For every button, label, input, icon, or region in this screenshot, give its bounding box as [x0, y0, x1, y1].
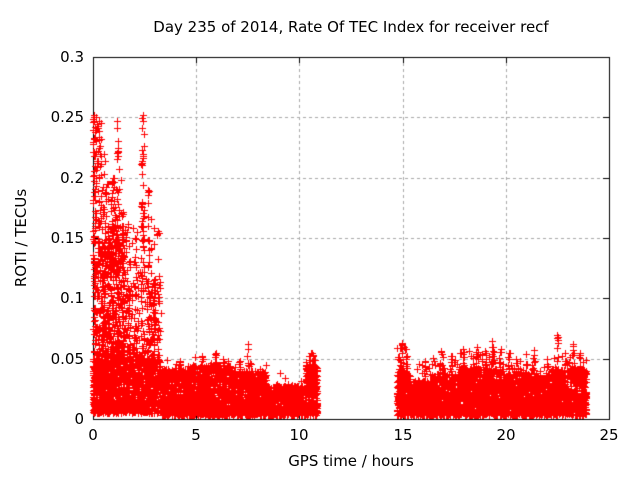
x-axis-label: GPS time / hours — [288, 452, 414, 470]
y-tick-label: 0 — [74, 410, 84, 428]
x-tick-label: 20 — [496, 426, 516, 444]
y-tick-label: 0.15 — [50, 229, 84, 247]
x-tick-label: 25 — [599, 426, 619, 444]
y-tick-label: 0.1 — [60, 289, 84, 307]
y-tick-label: 0.25 — [50, 108, 84, 126]
y-tick-label: 0.2 — [60, 169, 84, 187]
x-tick-label: 5 — [191, 426, 201, 444]
y-tick-label: 0.05 — [50, 350, 84, 368]
x-tick-label: 15 — [393, 426, 413, 444]
chart-title: Day 235 of 2014, Rate Of TEC Index for r… — [153, 18, 549, 36]
x-tick-label: 10 — [289, 426, 309, 444]
y-tick-label: 0.3 — [60, 48, 84, 66]
x-tick-label: 0 — [88, 426, 98, 444]
